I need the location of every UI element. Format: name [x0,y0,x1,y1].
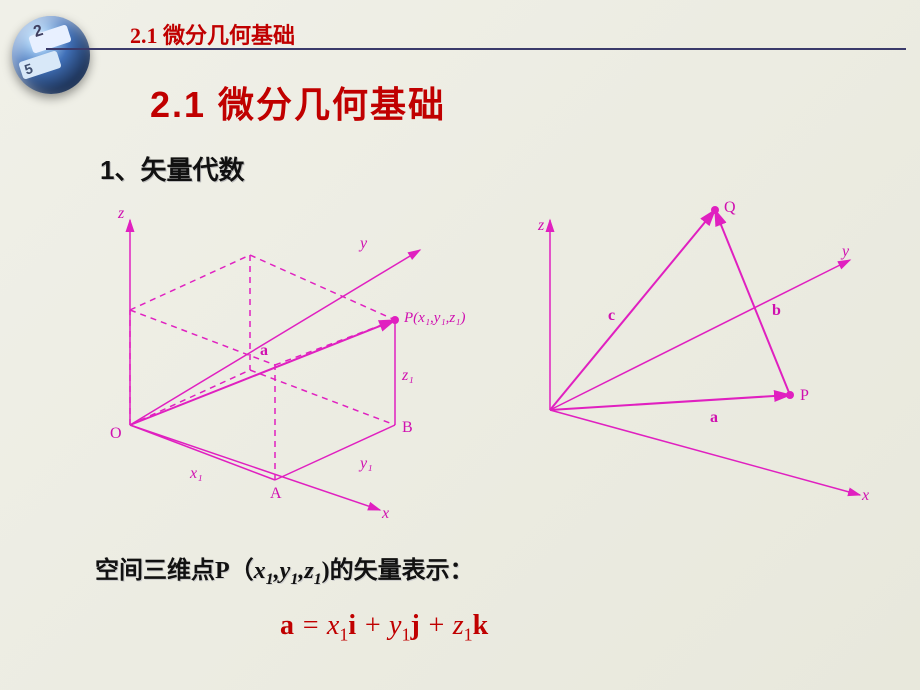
decorative-orb: 5 [12,16,90,94]
z1-label: z₁ [401,367,414,384]
z-label: z [537,217,545,234]
a-label: a [260,342,268,359]
Q-label: Q [724,200,736,216]
z-label: z [117,205,125,222]
formula-y: y [389,610,401,641]
desc-suffix: )的矢量表示： [322,558,474,584]
page-title: 2.1 微分几何基础 [150,76,446,128]
P-label: P [800,387,809,404]
formula: a = x1i + y1j + z1k [280,610,488,646]
a-label: a [710,409,718,426]
formula-eq: = [294,610,327,641]
point-p [786,391,794,399]
vector-c [550,210,715,410]
breadcrumb: 2.1 微分几何基础 [130,18,295,50]
description-line: 空间三维点P（x1,y1,z1)的矢量表示： [95,550,474,589]
point-q [711,206,719,214]
x-axis [550,410,860,495]
section-heading: 1、矢量代数 [100,150,244,187]
c-label: c [608,307,615,324]
formula-z: z [453,610,464,641]
formula-i: i [348,610,356,641]
diagram-area: z y x O P(x₁,y₁,z₁) a x₁ y₁ z₁ A B [60,200,880,520]
x-label: x [381,505,389,520]
formula-a: a [280,610,294,641]
diagram-left: z y x O P(x₁,y₁,z₁) a x₁ y₁ z₁ A B [60,200,480,520]
formula-k: k [473,610,489,641]
formula-x: x [327,610,339,641]
point-p [391,316,399,324]
desc-prefix: 空间三维点P（ [95,558,254,584]
slide: 5 2.1 微分几何基础 2.1 微分几何基础 1、矢量代数 [0,0,920,690]
vector-a [550,395,790,410]
y-label: y [840,243,850,260]
A-label: A [270,485,282,502]
B-label: B [402,419,413,436]
p-label: P(x₁,y₁,z₁) [403,310,465,326]
origin-label: O [110,425,122,442]
y1-label: y₁ [358,455,373,472]
y-label: y [358,235,368,252]
x-label: x [861,487,869,504]
x1-label: x₁ [189,465,203,482]
x-axis [130,425,380,510]
b-label: b [772,302,781,319]
diagram-right: z y x Q P a b c [490,200,890,520]
formula-j: j [410,610,419,641]
